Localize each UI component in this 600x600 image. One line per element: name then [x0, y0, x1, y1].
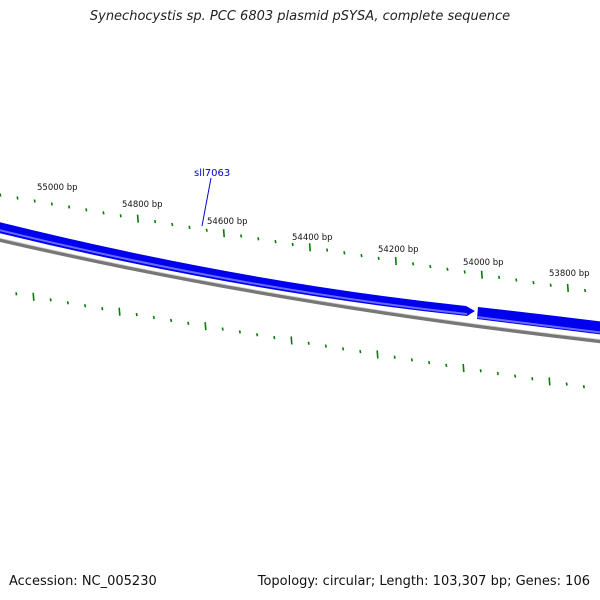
- tick-mark: [187, 321, 190, 325]
- tick-mark: [240, 234, 243, 238]
- accession-text: Accession: NC_005230: [9, 574, 157, 589]
- tick-label-53800: 53800 bp: [549, 269, 590, 279]
- tick-mark: [496, 371, 499, 376]
- tick-label-54600: 54600 bp: [207, 217, 248, 227]
- tick-mark: [376, 350, 379, 359]
- tick-mark: [343, 251, 346, 255]
- tick-mark: [274, 239, 277, 244]
- gene-arrow-sll7063-highlight: [0, 229, 468, 315]
- tick-mark: [204, 322, 207, 331]
- backbone-line: [0, 238, 600, 344]
- tick-mark: [154, 219, 157, 224]
- tick-mark: [84, 304, 87, 308]
- tick-mark: [462, 364, 465, 373]
- tick-mark: [326, 248, 329, 252]
- tick-label-54000: 54000 bp: [463, 258, 504, 268]
- tick-mark: [532, 280, 535, 285]
- backbone-line-highlight: [0, 237, 600, 340]
- tick-mark: [566, 283, 569, 292]
- tick-mark: [49, 298, 52, 302]
- tick-mark: [205, 228, 208, 232]
- tick-mark: [307, 341, 310, 345]
- tick-mark: [480, 270, 483, 279]
- outer-ticks: [0, 193, 587, 293]
- tick-mark: [531, 377, 534, 381]
- tick-mark: [119, 214, 122, 218]
- tick-mark: [479, 369, 482, 373]
- tick-mark: [410, 358, 413, 362]
- tick-mark: [515, 278, 518, 282]
- tick-mark: [549, 283, 552, 287]
- tick-mark: [429, 264, 432, 269]
- tick-mark: [16, 196, 19, 200]
- tick-mark: [445, 363, 448, 368]
- tick-mark: [222, 229, 225, 238]
- gene-arrow-sll7063[interactable]: [0, 221, 475, 316]
- tick-mark: [342, 347, 345, 351]
- tick-mark: [412, 262, 415, 266]
- tick-mark: [152, 315, 155, 320]
- sequence-summary: Topology: circular; Length: 103,307 bp; …: [257, 574, 590, 589]
- tick-mark: [0, 193, 2, 197]
- tick-mark: [102, 211, 105, 215]
- tick-mark: [394, 257, 397, 266]
- tick-mark: [514, 374, 517, 378]
- tick-mark: [221, 327, 224, 331]
- tick-mark: [238, 330, 241, 334]
- tick-mark: [118, 307, 121, 316]
- tick-mark: [582, 385, 585, 389]
- tick-mark: [101, 307, 104, 311]
- tick-label-55000: 55000 bp: [37, 183, 78, 193]
- tick-mark: [68, 205, 71, 209]
- tick-mark: [565, 382, 568, 386]
- tick-mark: [308, 243, 311, 252]
- tick-mark: [135, 312, 138, 317]
- tick-mark: [360, 253, 363, 258]
- gene-label-leader: [201, 177, 212, 227]
- map-title: Synechocystis sp. PCC 6803 plasmid pSYSA…: [89, 9, 511, 24]
- tick-mark: [273, 335, 276, 340]
- tick-mark: [428, 360, 431, 365]
- tick-mark: [33, 199, 36, 203]
- tick-mark: [257, 237, 260, 241]
- tick-mark: [66, 301, 69, 305]
- tick-mark: [32, 292, 35, 301]
- tick-mark: [324, 344, 327, 348]
- tick-mark: [188, 225, 191, 230]
- inner-ticks: [15, 292, 585, 389]
- tick-label-54400: 54400 bp: [292, 233, 333, 243]
- tick-mark: [136, 214, 139, 223]
- tick-mark: [256, 333, 259, 337]
- tick-mark: [291, 242, 294, 247]
- tick-mark: [463, 270, 466, 274]
- tick-mark: [171, 222, 174, 227]
- tick-mark: [584, 288, 587, 293]
- tick-mark: [393, 355, 396, 359]
- gene-label-sll7063[interactable]: sll7063: [194, 168, 230, 179]
- tick-label-54800: 54800 bp: [122, 200, 163, 210]
- tick-mark: [170, 318, 173, 323]
- tick-mark: [359, 349, 362, 354]
- tick-mark: [548, 377, 551, 386]
- tick-label-54200: 54200 bp: [378, 245, 419, 255]
- tick-mark: [50, 202, 53, 206]
- tick-mark: [85, 208, 88, 212]
- tick-mark: [498, 275, 501, 279]
- tick-mark: [15, 292, 18, 296]
- tick-mark: [377, 256, 380, 261]
- tick-mark: [446, 267, 449, 271]
- gene-arrow-next-highlight: [476, 316, 600, 334]
- tick-mark: [290, 336, 293, 345]
